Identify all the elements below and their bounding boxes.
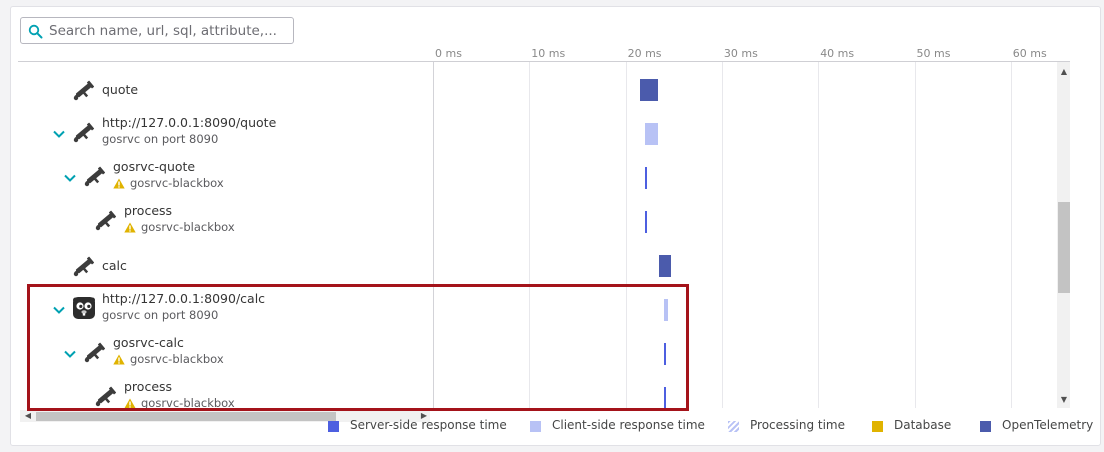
timing-bar[interactable] (644, 211, 647, 233)
span-subtitle-text: gosrvc-blackbox (141, 220, 235, 234)
axis-tick-label: 50 ms (916, 47, 951, 60)
timing-bar[interactable] (664, 299, 668, 321)
span-row[interactable]: calc (0, 244, 1050, 288)
span-name[interactable]: gosrvc-calc (113, 335, 184, 350)
grid-line (1010, 61, 1012, 408)
warning-icon (124, 222, 136, 236)
axis-tick-label: 20 ms (627, 47, 662, 60)
grid-line (625, 61, 627, 408)
instrument-icon (71, 77, 97, 103)
scroll-down-arrow-icon[interactable]: ▼ (1060, 395, 1068, 404)
span-subtitle: gosrvc on port 8090 (102, 132, 218, 146)
span-subtitle: gosrvc-blackbox (113, 176, 224, 192)
legend-swatch (980, 421, 991, 432)
span-row[interactable]: quote (0, 68, 1050, 112)
horizontal-scrollbar-thumb[interactable] (36, 412, 336, 421)
timing-bar[interactable] (644, 167, 647, 189)
search-box[interactable] (20, 17, 294, 44)
timeline-header-divider (18, 61, 1070, 62)
scroll-right-arrow-icon[interactable]: ▶ (420, 411, 428, 420)
span-subtitle: gosrvc-blackbox (124, 396, 235, 412)
legend-label: Client-side response time (552, 418, 705, 432)
grid-line (721, 61, 723, 408)
timing-bar[interactable] (640, 79, 659, 101)
highlight-box (27, 284, 689, 411)
gopher-icon (71, 295, 97, 321)
vertical-scrollbar-thumb[interactable] (1058, 202, 1070, 293)
legend-label: OpenTelemetry (1002, 418, 1094, 432)
span-row[interactable]: http://127.0.0.1:8090/quote gosrvc on por… (0, 112, 1050, 156)
span-subtitle-text: gosrvc on port 8090 (102, 132, 219, 146)
span-row[interactable]: gosrvc-quote gosrvc-blackbox (0, 156, 1050, 200)
axis-tick-label: 0 ms (435, 47, 462, 60)
span-name[interactable]: process (124, 203, 173, 218)
timing-bar[interactable] (644, 123, 659, 145)
grid-line (914, 61, 916, 408)
legend-label: Processing time (750, 418, 846, 432)
chevron-down-icon[interactable] (52, 126, 66, 140)
axis-tick-label: 10 ms (531, 47, 566, 60)
span-subtitle-text: gosrvc-blackbox (130, 176, 224, 190)
legend-swatch (530, 421, 541, 432)
purepath-waterfall-panel (10, 6, 1101, 446)
legend-swatch (872, 421, 883, 432)
span-row[interactable]: gosrvc-calc gosrvc-blackbox (0, 332, 1050, 376)
timing-bar[interactable] (664, 387, 667, 409)
span-subtitle: gosrvc on port 8090 (102, 308, 218, 322)
warning-icon (113, 354, 125, 368)
chevron-down-icon[interactable] (63, 170, 77, 184)
span-subtitle-text: gosrvc-blackbox (141, 396, 235, 410)
span-name[interactable]: quote (102, 82, 139, 97)
span-row[interactable]: process gosrvc-blackbox (0, 200, 1050, 244)
instrument-icon (82, 339, 108, 365)
legend-label: Server-side response time (350, 418, 507, 432)
instrument-icon (93, 383, 119, 409)
scroll-up-arrow-icon[interactable]: ▲ (1060, 67, 1068, 76)
span-name[interactable]: gosrvc-quote (113, 159, 196, 174)
span-row[interactable]: process gosrvc-blackbox (0, 376, 1050, 420)
search-input[interactable] (49, 20, 289, 41)
span-name[interactable]: process (124, 379, 173, 394)
instrument-icon (93, 207, 119, 233)
scroll-left-arrow-icon[interactable]: ◀ (24, 411, 32, 420)
span-name[interactable]: http://127.0.0.1:8090/quote (102, 115, 277, 130)
grid-line (529, 61, 531, 408)
span-subtitle: gosrvc-blackbox (124, 220, 235, 236)
span-subtitle-text: gosrvc on port 8090 (102, 308, 219, 322)
chevron-down-icon[interactable] (63, 346, 77, 360)
span-row[interactable]: http://127.0.0.1:8090/calc gosrvc on port… (0, 288, 1050, 332)
span-name[interactable]: calc (102, 258, 127, 273)
timing-bar[interactable] (664, 343, 667, 365)
axis-tick-label: 30 ms (723, 47, 758, 60)
axis-tick-label: 60 ms (1012, 47, 1047, 60)
grid-line (433, 61, 434, 408)
chevron-down-icon[interactable] (52, 302, 66, 316)
legend-swatch (728, 421, 739, 432)
warning-icon (124, 398, 136, 412)
timing-bar[interactable] (659, 255, 671, 277)
axis-tick-label: 40 ms (820, 47, 855, 60)
search-icon (28, 24, 43, 39)
instrument-icon (82, 163, 108, 189)
span-subtitle: gosrvc-blackbox (113, 352, 224, 368)
span-subtitle-text: gosrvc-blackbox (130, 352, 224, 366)
instrument-icon (71, 119, 97, 145)
grid-line (818, 61, 820, 408)
instrument-icon (71, 253, 97, 279)
legend-label: Database (894, 418, 952, 432)
warning-icon (113, 178, 125, 192)
span-name[interactable]: http://127.0.0.1:8090/calc (102, 291, 266, 306)
legend-swatch (328, 421, 339, 432)
